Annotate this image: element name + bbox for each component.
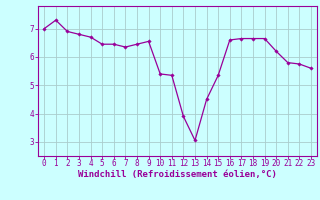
X-axis label: Windchill (Refroidissement éolien,°C): Windchill (Refroidissement éolien,°C) [78,170,277,179]
